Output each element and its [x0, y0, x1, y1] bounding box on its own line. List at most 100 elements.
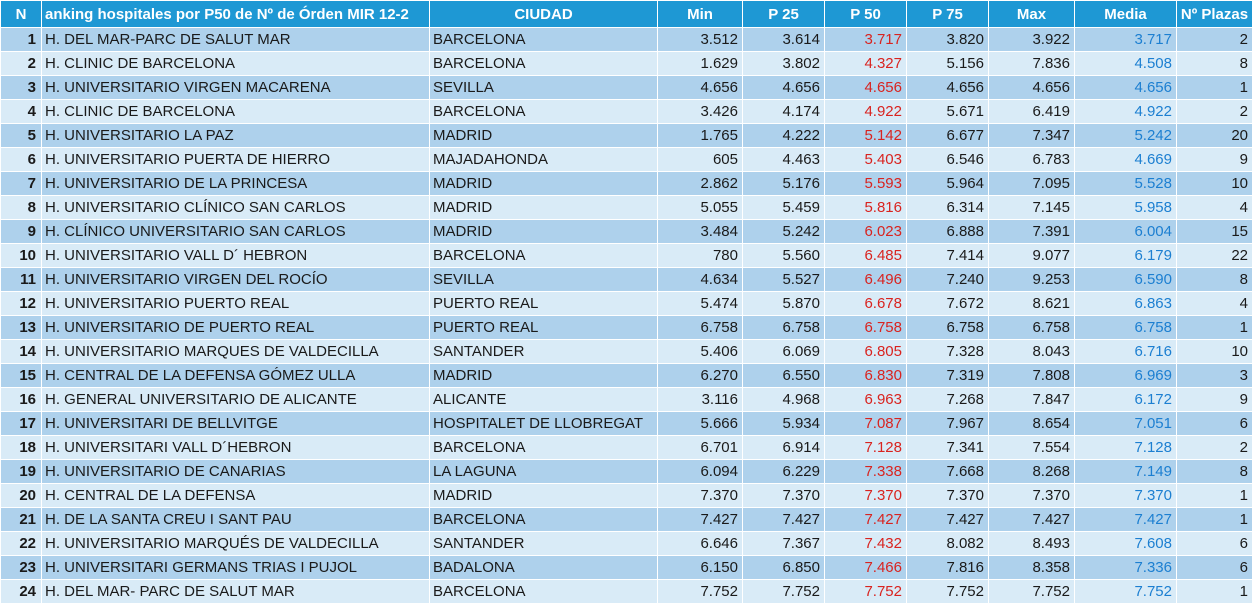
p75-cell: 7.816: [907, 556, 989, 580]
row-number: 8: [1, 196, 42, 220]
media-cell: 3.717: [1075, 28, 1177, 52]
plazas-cell: 22: [1177, 244, 1252, 268]
row-number: 3: [1, 76, 42, 100]
p75-cell: 7.370: [907, 484, 989, 508]
row-number: 21: [1, 508, 42, 532]
p75-cell: 6.314: [907, 196, 989, 220]
p25-cell: 5.459: [743, 196, 825, 220]
p75-cell: 8.082: [907, 532, 989, 556]
max-cell: 8.621: [989, 292, 1075, 316]
p50-cell: 6.758: [825, 316, 907, 340]
max-cell: 7.347: [989, 124, 1075, 148]
max-cell: 7.847: [989, 388, 1075, 412]
min-cell: 3.512: [658, 28, 743, 52]
header-max: Max: [989, 1, 1075, 28]
media-cell: 7.370: [1075, 484, 1177, 508]
p25-cell: 4.174: [743, 100, 825, 124]
p50-cell: 5.403: [825, 148, 907, 172]
city-cell: MADRID: [430, 196, 658, 220]
plazas-cell: 8: [1177, 460, 1252, 484]
p75-cell: 3.820: [907, 28, 989, 52]
plazas-cell: 8: [1177, 52, 1252, 76]
media-cell: 5.528: [1075, 172, 1177, 196]
city-cell: PUERTO REAL: [430, 316, 658, 340]
p50-cell: 7.432: [825, 532, 907, 556]
p50-cell: 7.466: [825, 556, 907, 580]
row-number: 2: [1, 52, 42, 76]
hospital-name: H. UNIVERSITARIO PUERTO REAL: [42, 292, 430, 316]
hospital-name: H. DEL MAR- PARC DE SALUT MAR: [42, 580, 430, 604]
min-cell: 4.656: [658, 76, 743, 100]
p50-cell: 4.922: [825, 100, 907, 124]
plazas-cell: 4: [1177, 196, 1252, 220]
hospital-name: H. UNIVERSITARIO MARQUES DE VALDECILLA: [42, 340, 430, 364]
plazas-cell: 9: [1177, 148, 1252, 172]
max-cell: 4.656: [989, 76, 1075, 100]
p25-cell: 6.550: [743, 364, 825, 388]
header-city: CIUDAD: [430, 1, 658, 28]
min-cell: 5.055: [658, 196, 743, 220]
hospital-name: H. UNIVERSITARI VALL D´HEBRON: [42, 436, 430, 460]
media-cell: 6.758: [1075, 316, 1177, 340]
p25-cell: 5.527: [743, 268, 825, 292]
header-p75: P 75: [907, 1, 989, 28]
min-cell: 4.634: [658, 268, 743, 292]
max-cell: 7.808: [989, 364, 1075, 388]
city-cell: BARCELONA: [430, 28, 658, 52]
p50-cell: 5.816: [825, 196, 907, 220]
min-cell: 6.646: [658, 532, 743, 556]
hospital-name: H. CENTRAL DE LA DEFENSA: [42, 484, 430, 508]
p25-cell: 7.427: [743, 508, 825, 532]
plazas-cell: 1: [1177, 316, 1252, 340]
plazas-cell: 6: [1177, 412, 1252, 436]
p75-cell: 7.668: [907, 460, 989, 484]
p50-cell: 6.023: [825, 220, 907, 244]
media-cell: 6.716: [1075, 340, 1177, 364]
media-cell: 6.179: [1075, 244, 1177, 268]
min-cell: 6.094: [658, 460, 743, 484]
city-cell: BARCELONA: [430, 508, 658, 532]
p75-cell: 6.677: [907, 124, 989, 148]
media-cell: 6.590: [1075, 268, 1177, 292]
plazas-cell: 6: [1177, 556, 1252, 580]
media-cell: 7.051: [1075, 412, 1177, 436]
p50-cell: 5.593: [825, 172, 907, 196]
max-cell: 7.554: [989, 436, 1075, 460]
p50-cell: 6.830: [825, 364, 907, 388]
hospital-name: H. UNIVERSITARIO DE LA PRINCESA: [42, 172, 430, 196]
media-cell: 7.752: [1075, 580, 1177, 604]
p75-cell: 7.414: [907, 244, 989, 268]
p50-cell: 6.805: [825, 340, 907, 364]
max-cell: 8.268: [989, 460, 1075, 484]
city-cell: ALICANTE: [430, 388, 658, 412]
hospital-name: H. CLINIC DE BARCELONA: [42, 52, 430, 76]
p75-cell: 7.328: [907, 340, 989, 364]
city-cell: MADRID: [430, 220, 658, 244]
media-cell: 7.427: [1075, 508, 1177, 532]
min-cell: 780: [658, 244, 743, 268]
min-cell: 5.406: [658, 340, 743, 364]
max-cell: 8.043: [989, 340, 1075, 364]
city-cell: SEVILLA: [430, 76, 658, 100]
plazas-cell: 1: [1177, 580, 1252, 604]
plazas-cell: 10: [1177, 340, 1252, 364]
city-cell: BARCELONA: [430, 244, 658, 268]
plazas-cell: 6: [1177, 532, 1252, 556]
media-cell: 4.508: [1075, 52, 1177, 76]
p25-cell: 3.802: [743, 52, 825, 76]
min-cell: 1.765: [658, 124, 743, 148]
row-number: 22: [1, 532, 42, 556]
city-cell: MADRID: [430, 172, 658, 196]
p75-cell: 5.671: [907, 100, 989, 124]
min-cell: 3.116: [658, 388, 743, 412]
hospital-name: H. UNIVERSITARIO MARQUÉS DE VALDECILLA: [42, 532, 430, 556]
row-number: 19: [1, 460, 42, 484]
